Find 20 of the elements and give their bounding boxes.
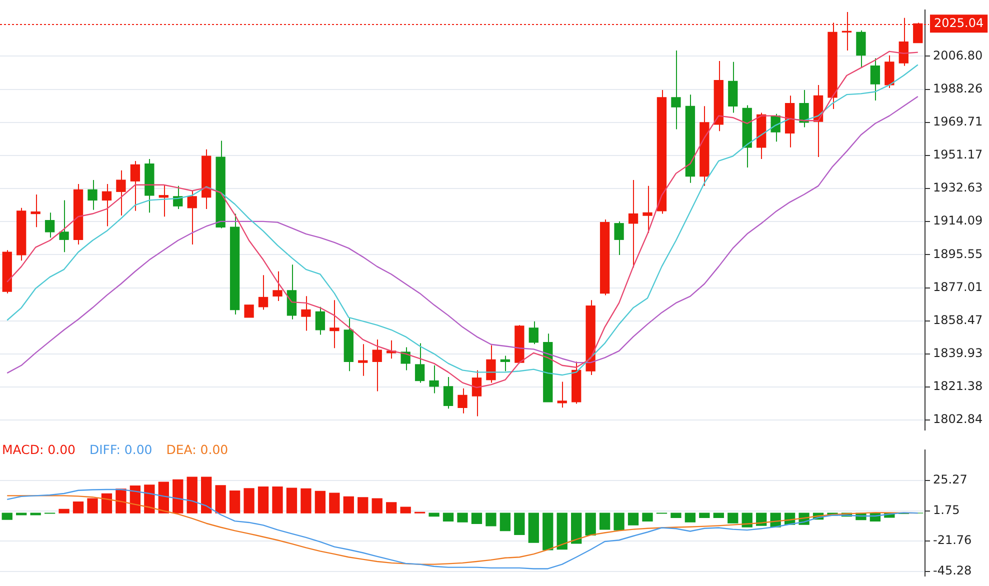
- y-tick-label: 1988.26: [933, 81, 983, 96]
- y-tick-label: 1802.84: [933, 412, 983, 426]
- text: DEA: 0.00: [166, 442, 228, 457]
- y-tick-label: 1932.63: [933, 180, 983, 195]
- y-tick-label: 1969.71: [933, 114, 983, 129]
- y-tick-label: 1.75: [933, 502, 960, 517]
- y-tick-label: 1858.47: [933, 312, 983, 327]
- y-tick-label: 1877.01: [933, 280, 983, 294]
- y-tick-label: -21.76: [933, 533, 972, 548]
- y-tick-label: 1951.17: [933, 148, 983, 162]
- y-tick-label: 2006.80: [933, 48, 983, 62]
- y-tick-label: 1839.93: [933, 346, 983, 360]
- y-tick-label: 25.27: [933, 472, 968, 487]
- ref-line-label: 2025.04: [934, 16, 984, 30]
- y-tick-label: 1821.38: [933, 379, 983, 394]
- y-tick-label: -45.28: [933, 564, 972, 578]
- text: DIFF: 0.00: [90, 442, 152, 457]
- y-tick-label: 1914.09: [933, 214, 983, 228]
- text: MACD: 0.00: [2, 442, 76, 457]
- y-tick-label: 1895.55: [933, 246, 983, 261]
